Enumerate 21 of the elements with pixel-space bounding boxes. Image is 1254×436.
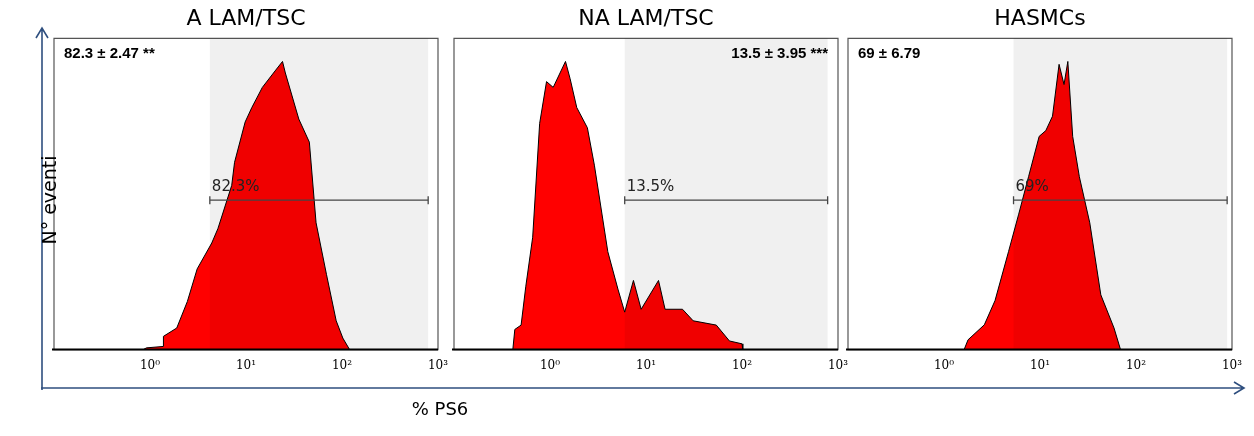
x-tick-label: 10²: [331, 357, 353, 372]
x-tick-label: 10¹: [235, 357, 257, 372]
x-tick-label: 10³: [1221, 357, 1243, 372]
chart-title: NA LAM/TSC: [578, 4, 714, 30]
text: 13.5 ± 3.95 ***: [731, 44, 829, 62]
chart-title: A LAM/TSC: [186, 4, 306, 30]
band-label: 13.5%: [626, 176, 675, 195]
x-tick-label: 10²: [1125, 357, 1147, 372]
text: 69 ± 6.79: [858, 44, 921, 62]
x-tick-label: 10⁰: [539, 357, 561, 372]
text: 82.3 ± 2.47 **: [64, 44, 155, 62]
y-axis-title: N° eventi: [37, 155, 60, 245]
x-tick-label: 10¹: [635, 357, 657, 372]
x-tick-label: 10³: [827, 357, 849, 372]
x-tick-label: 10⁰: [933, 357, 955, 372]
x-tick-label: 10²: [731, 357, 753, 372]
x-tick-label: 10³: [427, 357, 449, 372]
chart-title: HASMCs: [994, 4, 1086, 30]
x-tick-label: 10¹: [1029, 357, 1051, 372]
x-tick-label: 10⁰: [139, 357, 161, 372]
x-axis-title: % PS6: [411, 398, 469, 419]
